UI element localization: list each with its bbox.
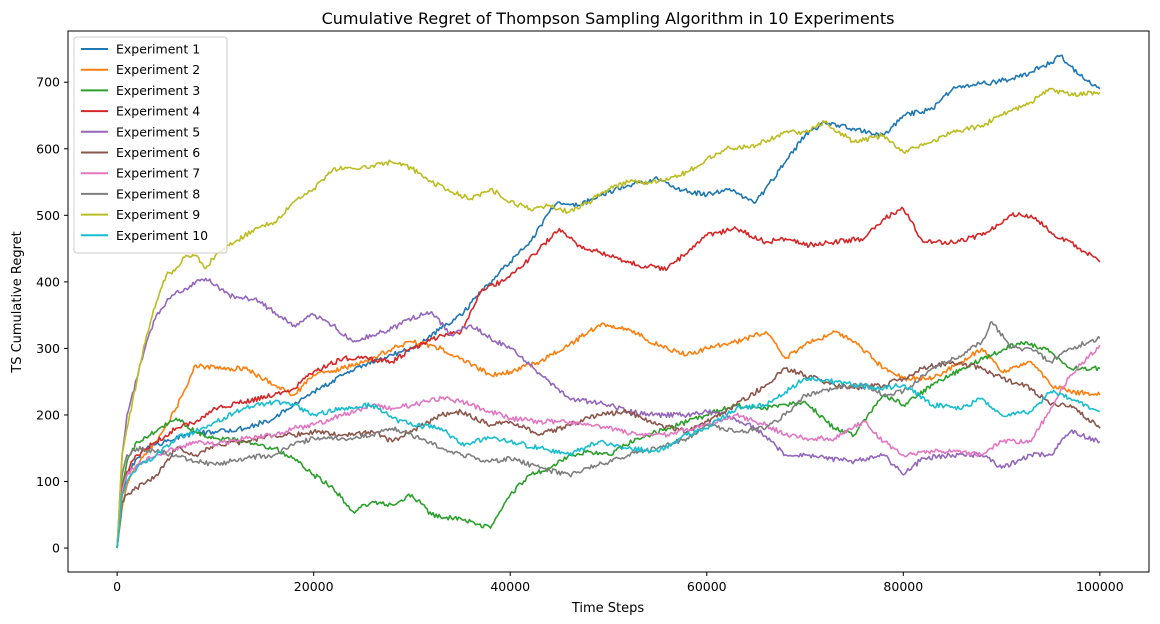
- y-tick-label: 500: [36, 208, 60, 223]
- series-line-experiment-2: [116, 322, 1101, 549]
- legend-label-experiment-2: Experiment 2: [116, 62, 200, 77]
- legend: Experiment 1 Experiment 2 Experiment 3 Expe…: [73, 36, 228, 254]
- series-line-experiment-9: [116, 87, 1101, 549]
- legend-label-experiment-4: Experiment 4: [116, 104, 200, 119]
- series-line-experiment-6: [116, 360, 1101, 549]
- series-lines: [116, 54, 1101, 549]
- legend-label-experiment-6: Experiment 6: [116, 145, 200, 160]
- legend-label-experiment-1: Experiment 1: [116, 42, 200, 57]
- y-axis-label: TS Cumulative Regret: [10, 231, 25, 374]
- x-tick-label: 60000: [687, 579, 727, 594]
- legend-label-experiment-9: Experiment 9: [116, 207, 200, 222]
- x-tick-label: 80000: [883, 579, 923, 594]
- x-tick-label: 100000: [1076, 579, 1124, 594]
- y-tick-label: 0: [52, 541, 60, 556]
- legend-label-experiment-7: Experiment 7: [116, 166, 200, 181]
- series-line-experiment-7: [116, 344, 1101, 549]
- series-line-experiment-4: [116, 206, 1101, 549]
- y-tick-label: 400: [36, 274, 60, 289]
- series-line-experiment-8: [116, 321, 1101, 549]
- legend-box: [73, 36, 228, 254]
- y-tick-label: 600: [36, 141, 60, 156]
- x-axis-label: Time Steps: [571, 601, 645, 616]
- series-line-experiment-5: [116, 277, 1101, 549]
- x-tick-label: 20000: [294, 579, 334, 594]
- y-tick-label: 300: [36, 341, 60, 356]
- legend-label-experiment-8: Experiment 8: [116, 186, 200, 201]
- y-tick-label: 100: [36, 474, 60, 489]
- chart-title: Cumulative Regret of Thompson Sampling A…: [322, 9, 895, 28]
- y-axis: 0 100 200 300 400 500 600 700: [36, 75, 68, 556]
- plot-area-frame: [67, 30, 1150, 573]
- y-tick-label: 700: [36, 75, 60, 90]
- x-axis: 0 20000 40000 60000 80000 100000: [113, 572, 1124, 594]
- legend-label-experiment-10: Experiment 10: [116, 228, 208, 243]
- y-tick-label: 200: [36, 407, 60, 422]
- series-line-experiment-10: [116, 375, 1101, 549]
- x-tick-label: 40000: [490, 579, 530, 594]
- legend-label-experiment-5: Experiment 5: [116, 124, 200, 139]
- x-tick-label: 0: [113, 579, 121, 594]
- legend-label-experiment-3: Experiment 3: [116, 83, 200, 98]
